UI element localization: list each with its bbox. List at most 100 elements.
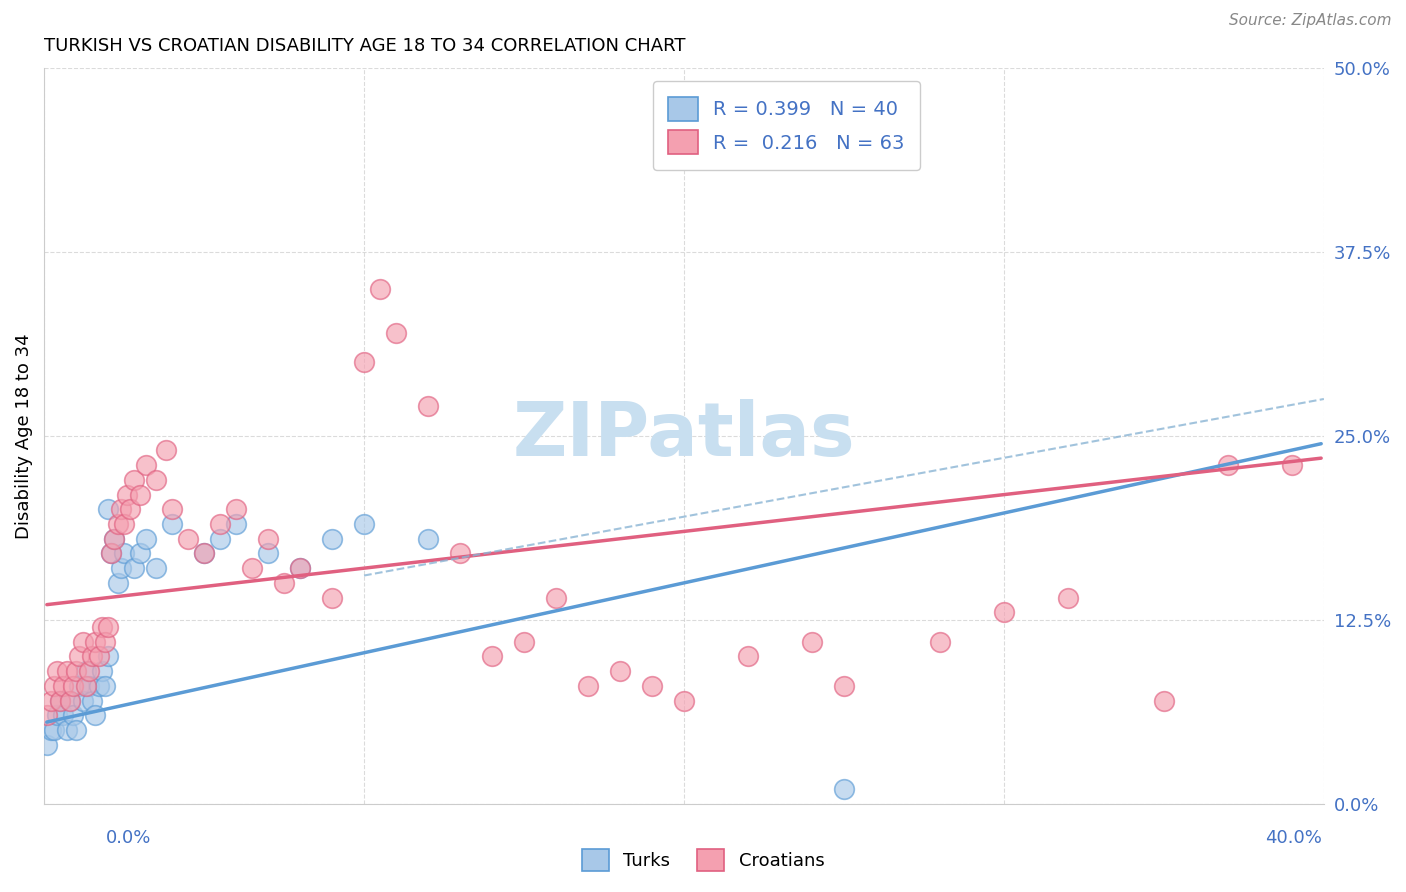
Point [52, 679, 75, 693]
Point [129, 487, 152, 501]
Point [1153, 693, 1175, 707]
Legend: R = 0.399   N = 40, R =  0.216   N = 63: R = 0.399 N = 40, R = 0.216 N = 63 [652, 81, 920, 169]
Point [49, 693, 72, 707]
Point [209, 532, 232, 546]
Point [321, 532, 343, 546]
Point [416, 532, 439, 546]
Point [72, 693, 94, 707]
Point [155, 443, 177, 458]
Point [112, 516, 135, 531]
Point [77, 664, 100, 678]
Point [160, 502, 183, 516]
Point [84, 634, 107, 648]
Point [273, 575, 295, 590]
Point [107, 516, 129, 531]
Point [257, 532, 280, 546]
Point [90, 664, 112, 678]
Point [160, 516, 183, 531]
Point [62, 679, 84, 693]
Point [288, 561, 311, 575]
Point [65, 723, 87, 737]
Point [117, 487, 139, 501]
Point [37, 738, 59, 752]
Point [62, 708, 84, 723]
Point [103, 532, 125, 546]
Point [832, 781, 855, 796]
Point [257, 546, 280, 560]
Point [122, 473, 145, 487]
Point [135, 532, 157, 546]
Point [145, 561, 167, 575]
Point [225, 502, 247, 516]
Point [45, 708, 67, 723]
Point [107, 575, 129, 590]
Point [110, 561, 132, 575]
Point [993, 605, 1015, 619]
Point [129, 546, 152, 560]
Point [97, 502, 120, 516]
Point [94, 634, 117, 648]
Point [72, 634, 94, 648]
Point [77, 679, 100, 693]
Point [385, 326, 408, 340]
Point [353, 516, 375, 531]
Point [67, 679, 90, 693]
Point [481, 649, 503, 664]
Point [122, 561, 145, 575]
Point [832, 679, 855, 693]
Point [449, 546, 471, 560]
Point [82, 693, 104, 707]
Point [59, 693, 82, 707]
Point [1057, 591, 1080, 605]
Point [416, 400, 439, 414]
Point [39, 693, 62, 707]
Point [37, 708, 59, 723]
Point [97, 620, 120, 634]
Point [42, 679, 65, 693]
Point [1216, 458, 1239, 473]
Point [59, 693, 82, 707]
Point [177, 532, 200, 546]
Point [97, 649, 120, 664]
Point [90, 620, 112, 634]
Point [737, 649, 759, 664]
Point [929, 634, 952, 648]
Point [87, 649, 110, 664]
Point [801, 634, 824, 648]
Legend: Turks, Croatians: Turks, Croatians [574, 842, 832, 879]
Point [42, 723, 65, 737]
Point [209, 516, 232, 531]
Text: TURKISH VS CROATIAN DISABILITY AGE 18 TO 34 CORRELATION CHART: TURKISH VS CROATIAN DISABILITY AGE 18 TO… [44, 37, 686, 55]
Point [193, 546, 215, 560]
Point [67, 649, 90, 664]
Point [120, 502, 142, 516]
Text: Source: ZipAtlas.com: Source: ZipAtlas.com [1229, 13, 1392, 29]
Y-axis label: Disability Age 18 to 34: Disability Age 18 to 34 [15, 333, 32, 539]
Point [55, 723, 77, 737]
Point [193, 546, 215, 560]
Point [39, 723, 62, 737]
Point [45, 664, 67, 678]
Point [65, 664, 87, 678]
Point [52, 708, 75, 723]
Point [672, 693, 695, 707]
Text: ZIPatlas: ZIPatlas [513, 400, 855, 472]
Point [1281, 458, 1303, 473]
Point [288, 561, 311, 575]
Point [544, 591, 567, 605]
Point [100, 546, 122, 560]
Point [145, 473, 167, 487]
Point [84, 708, 107, 723]
Point [87, 679, 110, 693]
Text: 0.0%: 0.0% [105, 829, 150, 847]
Point [513, 634, 536, 648]
Point [82, 649, 104, 664]
Point [100, 546, 122, 560]
Point [135, 458, 157, 473]
Point [94, 679, 117, 693]
Point [103, 532, 125, 546]
Point [55, 664, 77, 678]
Point [75, 664, 97, 678]
Point [609, 664, 631, 678]
Point [112, 546, 135, 560]
